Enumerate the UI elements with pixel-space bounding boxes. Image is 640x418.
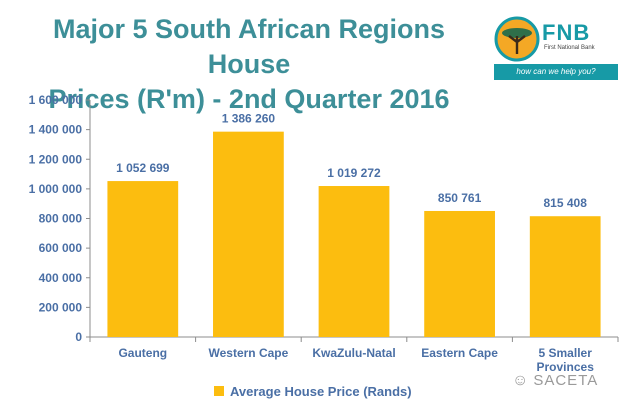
legend-swatch <box>214 386 224 396</box>
bar <box>529 216 601 337</box>
watermark-text: SACETA <box>533 372 599 389</box>
x-tick-label: Western Cape <box>208 346 288 360</box>
data-label: 1 019 272 <box>327 166 381 180</box>
y-tick-label: 200 000 <box>39 300 83 314</box>
bar <box>107 181 179 337</box>
y-tick-label: 1 200 000 <box>29 152 83 166</box>
logo-tagline: how can we help you? <box>494 64 618 80</box>
fnb-logo: FNB First National Bank how can we help … <box>494 14 624 84</box>
chart-title-line-1: Major 5 South African Regions House <box>52 14 446 79</box>
y-tick-label: 1 000 000 <box>29 182 83 196</box>
x-tick-label: Gauteng <box>118 346 167 360</box>
y-tick-label: 0 <box>75 330 82 344</box>
wechat-icon: ☺ <box>512 372 530 389</box>
data-label: 815 408 <box>544 196 588 210</box>
watermark: ☺ SACETA <box>512 372 598 390</box>
y-tick-label: 600 000 <box>39 241 83 255</box>
chart-title-line-2: Prices (R'm) - 2nd Quarter 2016 <box>48 84 450 114</box>
x-tick-label: Eastern Cape <box>421 346 498 360</box>
chart-title: Major 5 South African Regions House Pric… <box>14 12 484 117</box>
x-tick-label: 5 Smaller Provinces <box>537 346 595 374</box>
bar <box>213 131 284 337</box>
bar <box>318 186 390 337</box>
y-tick-label: 1 600 000 <box>29 93 83 107</box>
y-tick-label: 1 400 000 <box>29 123 83 137</box>
y-tick-label: 800 000 <box>39 212 83 226</box>
acacia-tree-icon <box>494 16 540 62</box>
x-tick-label: KwaZulu-Natal <box>312 346 395 360</box>
logo-brand: FNB <box>542 20 591 45</box>
bar <box>424 210 495 337</box>
y-tick-label: 400 000 <box>39 271 83 285</box>
logo-subtitle: First National Bank <box>544 45 595 51</box>
data-label: 850 761 <box>438 191 482 205</box>
data-label: 1 052 699 <box>116 161 170 175</box>
legend-label: Average House Price (Rands) <box>230 384 412 399</box>
data-label: 1 386 260 <box>222 112 276 126</box>
